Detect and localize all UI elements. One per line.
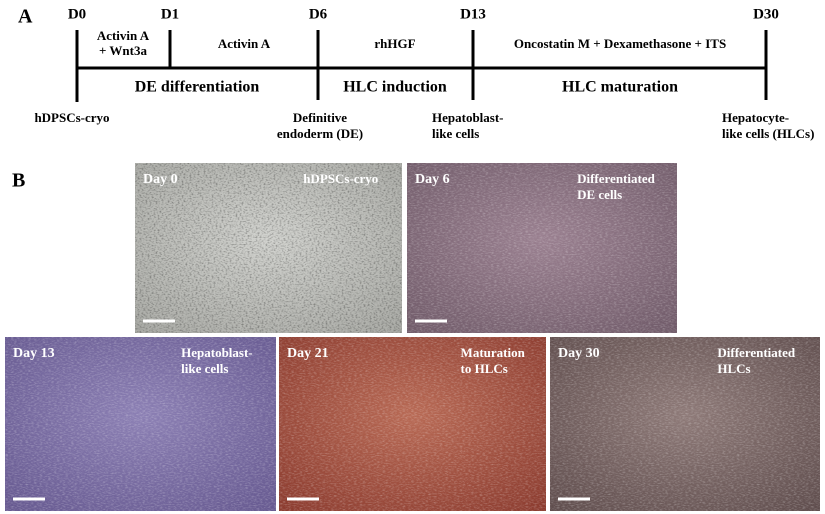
image-texture (407, 163, 677, 333)
day-label: Day 6 (415, 172, 450, 187)
treatment-label: rhHGF (374, 36, 415, 51)
cell-type-label: endoderm (DE) (277, 126, 363, 141)
timepoint-label: D6 (309, 6, 328, 22)
timepoint-label: D0 (68, 6, 86, 22)
image-caption: Hepatoblast- (181, 345, 253, 360)
day-label: Day 13 (13, 346, 55, 361)
image-caption: Maturation (461, 345, 526, 360)
treatment-label: + Wnt3a (99, 43, 147, 58)
day-label: Day 30 (558, 346, 600, 361)
cell-type-label: Hepatoblast- (432, 110, 504, 125)
day-label: Day 0 (143, 172, 178, 187)
cell-type-label: like cells (432, 126, 479, 141)
image-caption: to HLCs (461, 361, 508, 376)
treatment-label: Oncostatin M + Dexamethasone + ITS (514, 36, 726, 51)
image-caption: like cells (181, 361, 228, 376)
timepoint-label: D30 (753, 6, 779, 22)
day-label: Day 21 (287, 346, 329, 361)
image-texture (550, 337, 820, 511)
cell-type-label: like cells (HLCs) (722, 126, 814, 141)
treatment-label: Activin A (97, 28, 150, 43)
image-texture (135, 163, 402, 333)
micrograph: Day 0 hDPSCs-cryo (135, 163, 402, 333)
panel-label: B (12, 170, 25, 192)
image-caption: DE cells (577, 187, 622, 202)
image-caption: Differentiated (577, 171, 656, 186)
image-texture (279, 337, 546, 511)
stage-label: DE differentiation (135, 79, 260, 96)
image-caption: Differentiated (717, 345, 796, 360)
cell-type-label: hDPSCs-cryo (34, 110, 109, 125)
timepoint-label: D1 (161, 6, 179, 22)
panel-label: A (18, 6, 33, 28)
treatment-label: Activin A (218, 36, 271, 51)
image-caption: HLCs (717, 361, 750, 376)
cell-type-label: Hepatocyte- (722, 110, 789, 125)
cell-type-label: Definitive (293, 110, 347, 125)
stage-label: HLC maturation (562, 79, 678, 96)
image-caption: hDPSCs-cryo (303, 171, 378, 186)
image-texture (5, 337, 276, 511)
micrograph: Day 13 Hepatoblast-like cells (5, 337, 276, 511)
timepoint-label: D13 (460, 6, 486, 22)
stage-label: HLC induction (343, 79, 447, 96)
